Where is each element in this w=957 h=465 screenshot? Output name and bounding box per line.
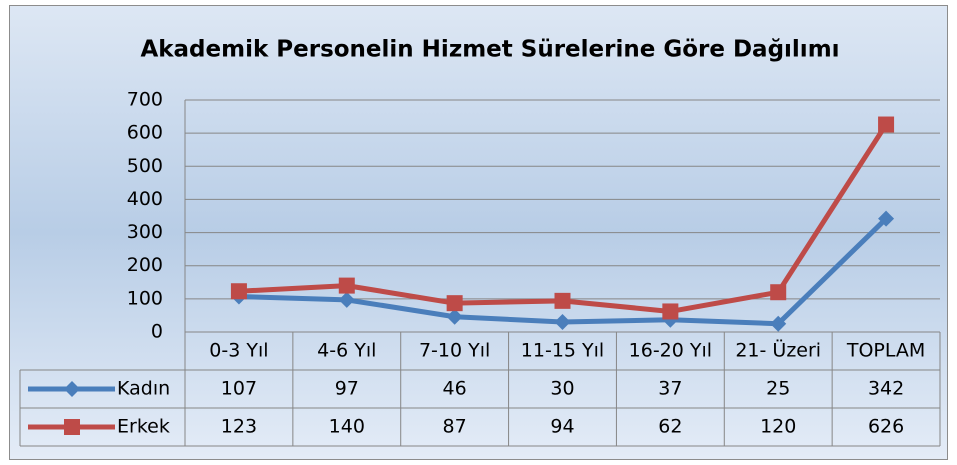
y-tick-label: 300: [127, 221, 163, 243]
x-tick-label: 11-15 Yıl: [521, 340, 604, 362]
table-value: 25: [766, 378, 790, 400]
x-tick-label: 7-10 Yıl: [419, 340, 490, 362]
y-tick-label: 400: [127, 188, 163, 210]
point: [446, 295, 463, 312]
y-tick-label: 600: [127, 122, 163, 144]
point: [770, 284, 787, 301]
x-tick-label: 4-6 Yıl: [317, 340, 376, 362]
table-value: 342: [868, 378, 904, 400]
y-tick-label: 0: [151, 321, 163, 343]
x-tick-label: TOPLAM: [846, 340, 925, 362]
legend-label: Kadın: [117, 378, 170, 400]
x-tick-label: 21- Üzeri: [735, 339, 821, 362]
table-value: 62: [658, 416, 682, 438]
point: [878, 116, 895, 133]
table-value: 46: [443, 378, 467, 400]
legend-marker: [64, 381, 80, 397]
legend-marker: [64, 419, 80, 435]
table-value: 120: [760, 416, 796, 438]
table-value: 30: [550, 378, 574, 400]
table-value: 140: [329, 416, 365, 438]
table-value: 94: [550, 416, 574, 438]
y-tick-label: 200: [127, 254, 163, 276]
point: [554, 314, 571, 331]
chart-title: Akademik Personelin Hizmet Sürelerine Gö…: [140, 37, 839, 63]
table-value: 626: [868, 416, 904, 438]
point: [770, 315, 787, 332]
y-tick-label: 700: [127, 89, 163, 111]
y-tick-label: 100: [127, 287, 163, 309]
point: [338, 291, 355, 308]
table-value: 97: [335, 378, 359, 400]
x-tick-label: 16-20 Yıl: [629, 340, 712, 362]
table-value: 123: [221, 416, 257, 438]
point: [338, 277, 355, 294]
point: [230, 283, 247, 300]
point: [446, 308, 463, 325]
point: [878, 210, 895, 227]
x-tick-label: 0-3 Yıl: [209, 340, 268, 362]
y-tick-label: 500: [127, 155, 163, 177]
table-value: 87: [443, 416, 467, 438]
point: [662, 303, 679, 320]
table-value: 107: [221, 378, 257, 400]
table-value: 37: [658, 378, 682, 400]
point: [554, 292, 571, 309]
legend-label: Erkek: [117, 416, 170, 438]
